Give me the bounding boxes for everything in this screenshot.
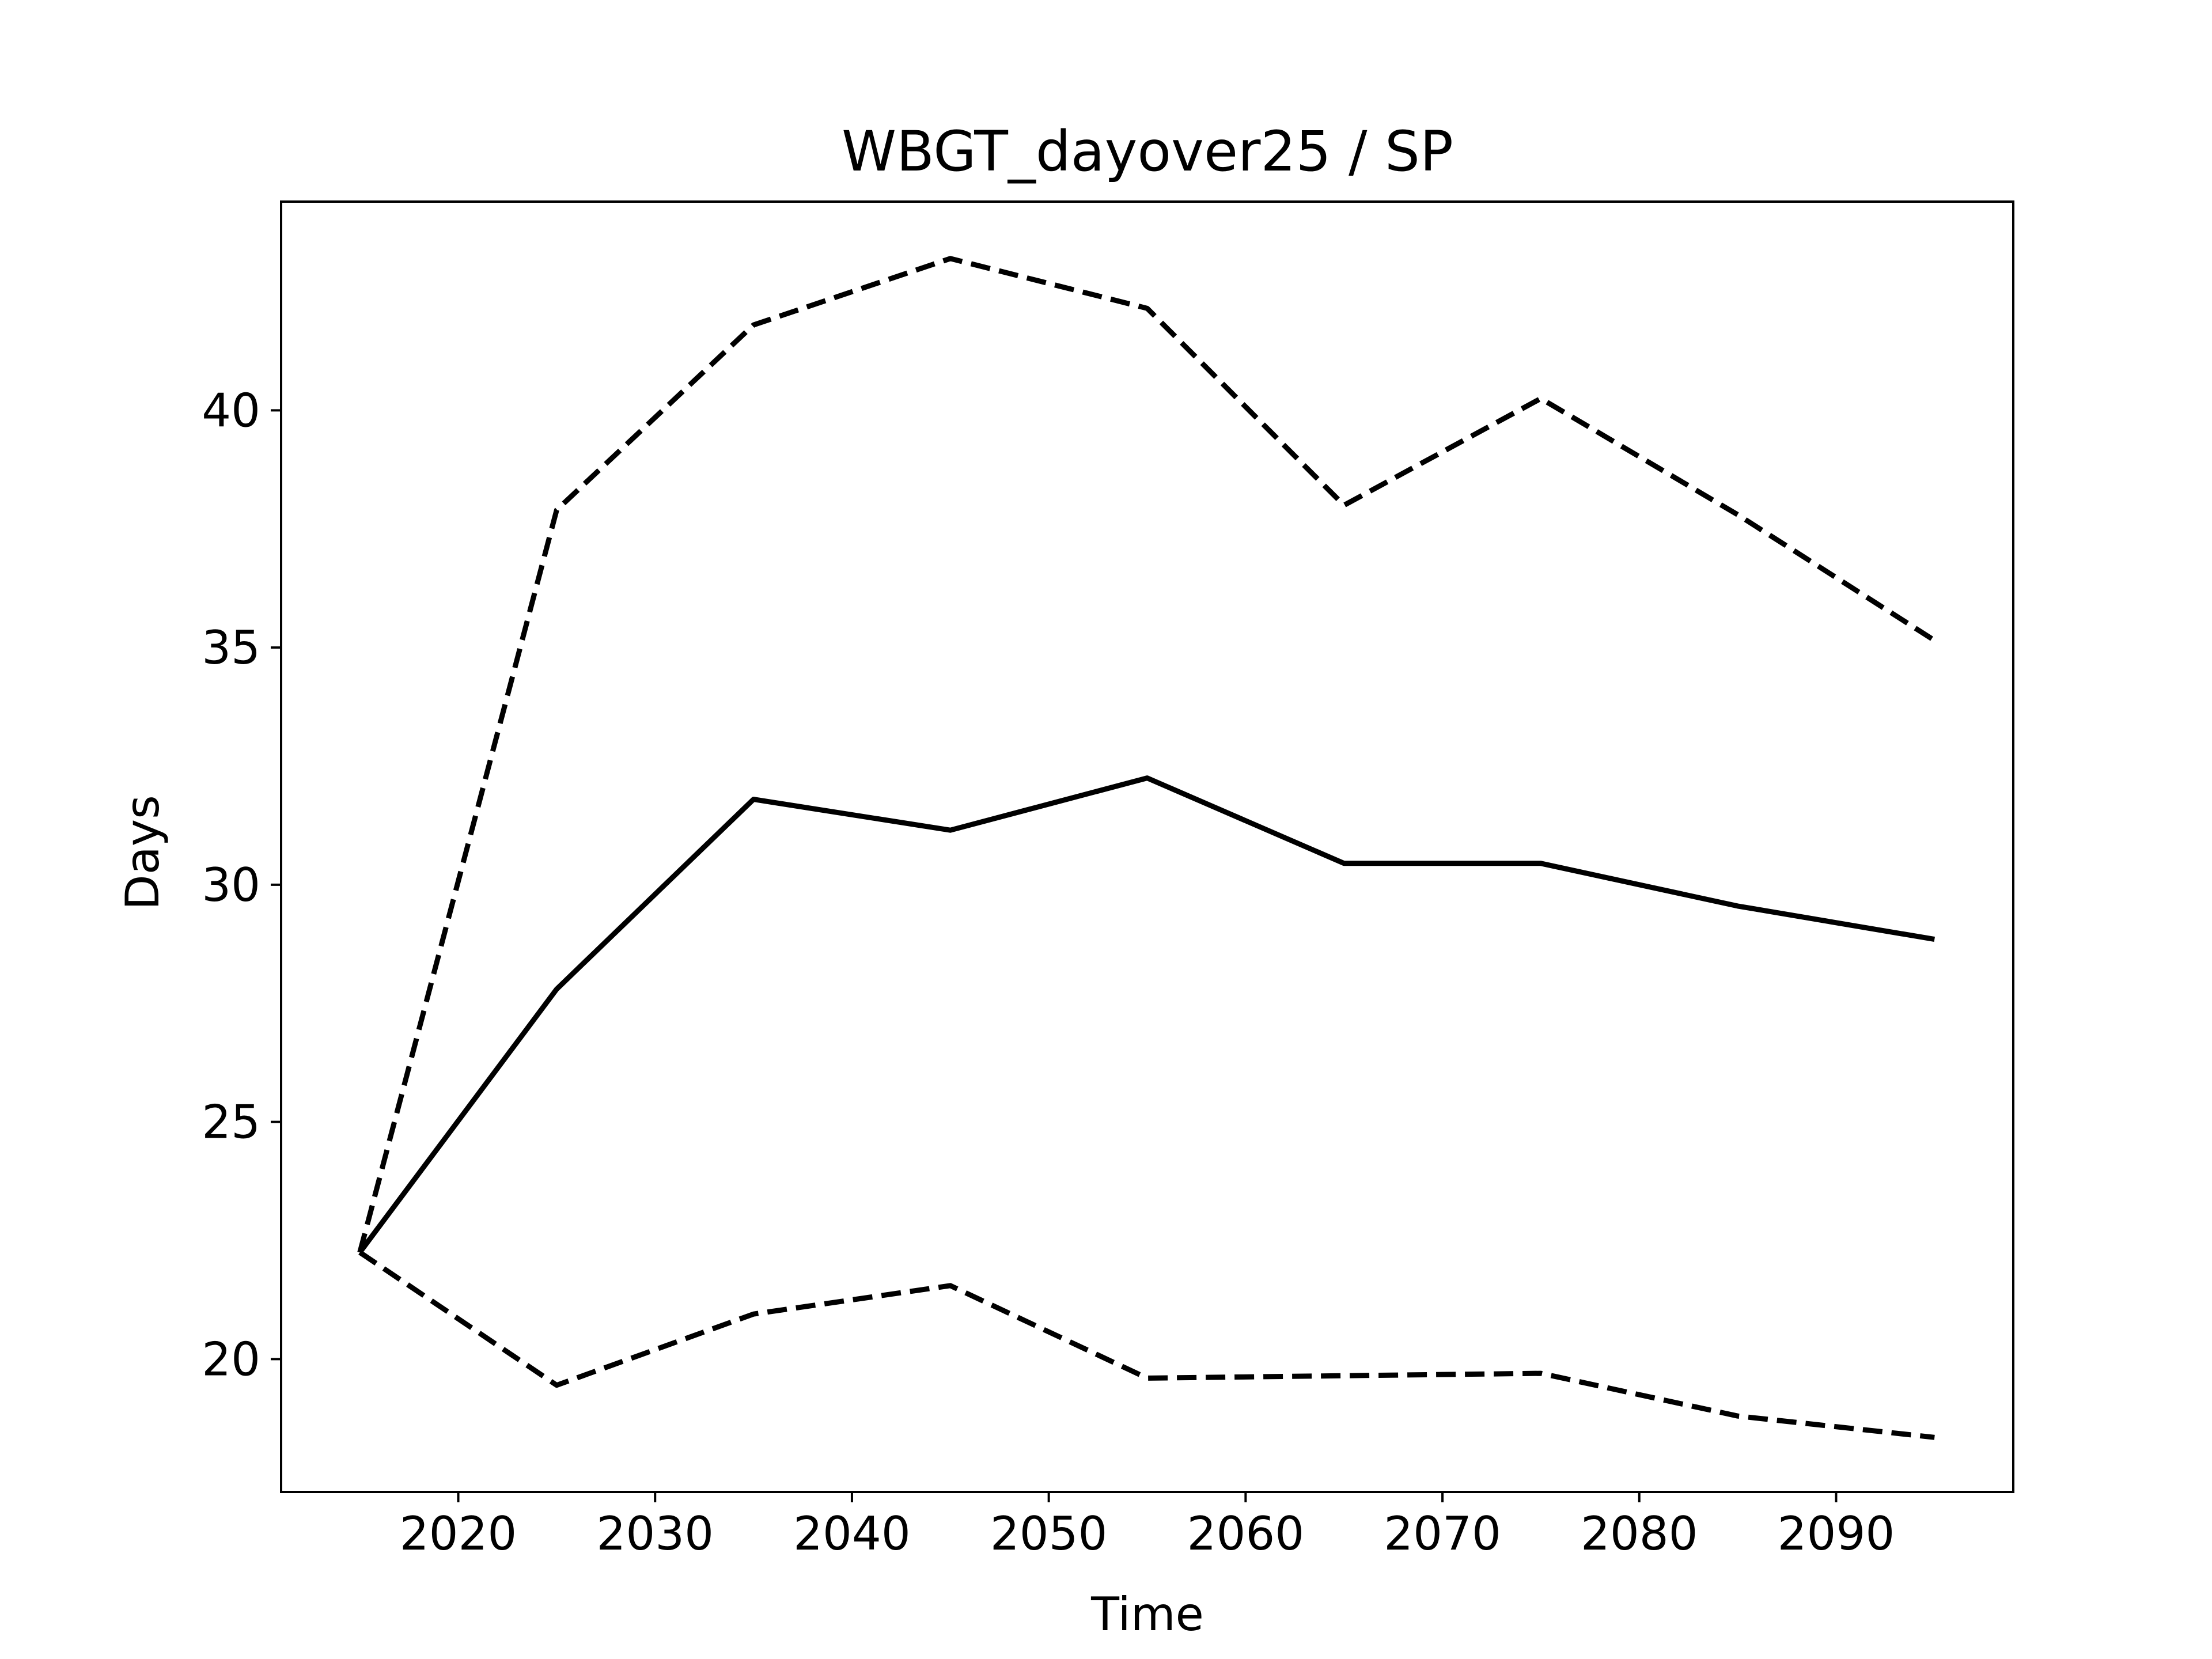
- x-tick-label: 2070: [1384, 1507, 1501, 1560]
- y-tick-label: 20: [202, 1332, 260, 1386]
- series-line-2: [358, 775, 1936, 1254]
- y-tick-label: 35: [202, 621, 260, 675]
- y-tick-label: 30: [202, 858, 260, 912]
- plot-area: [280, 200, 2014, 1493]
- x-tick-label: 2090: [1778, 1507, 1895, 1560]
- x-tick-label: 2050: [990, 1507, 1108, 1560]
- axes-frame: [280, 200, 2014, 1493]
- series-line-1: [357, 256, 1936, 1253]
- y-tick-label: 25: [202, 1096, 260, 1149]
- x-tick-label: 2020: [400, 1507, 517, 1560]
- y-axis-label: Days: [116, 795, 169, 910]
- x-tick-label: 2080: [1581, 1507, 1698, 1560]
- x-tick-label: 2040: [793, 1507, 911, 1560]
- x-axis-label: Time: [1090, 1588, 1204, 1641]
- axes-ticks: 2020 2030 2040 2050 2060 2070 2080 2090 20 25 30 35…: [202, 384, 1895, 1560]
- series-line-3: [358, 1250, 1935, 1440]
- chart-title: WBGT_dayover25 / SP: [842, 119, 1453, 184]
- x-tick-label: 2060: [1187, 1507, 1305, 1560]
- y-tick-label: 40: [202, 384, 260, 437]
- x-tick-label: 2030: [596, 1507, 714, 1560]
